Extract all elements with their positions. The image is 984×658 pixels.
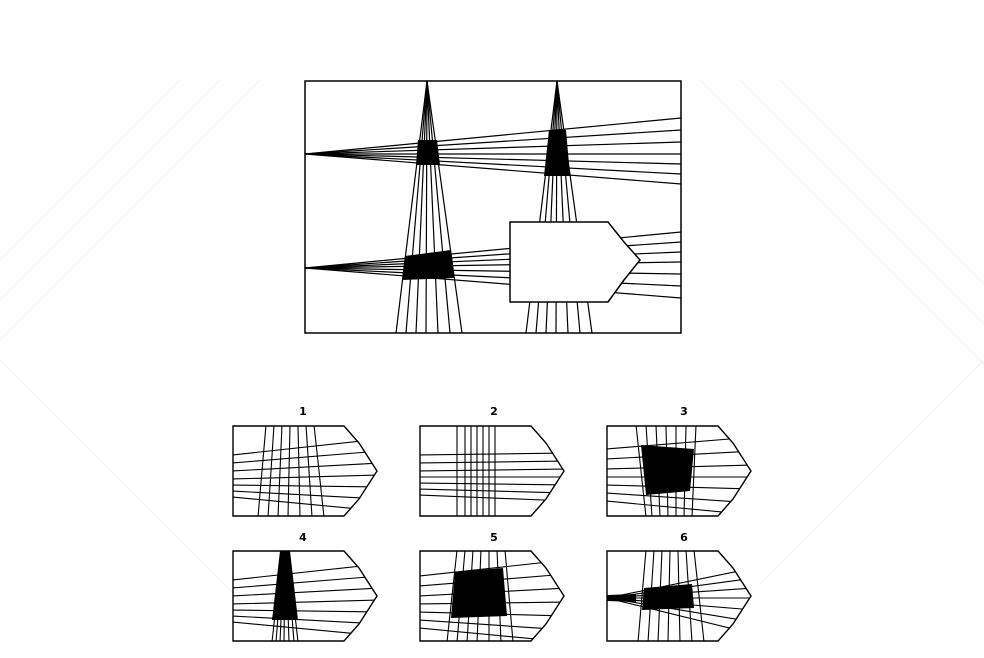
beam-left-vertical bbox=[395, 80, 463, 334]
hidden-region-mask bbox=[509, 221, 641, 303]
option-label-6: 6 bbox=[680, 531, 688, 544]
option-label-5: 5 bbox=[490, 531, 498, 544]
beam-lower-horizontal bbox=[304, 231, 682, 299]
option-6[interactable] bbox=[606, 550, 754, 642]
option-label-2: 2 bbox=[490, 405, 498, 418]
option-label-3: 3 bbox=[680, 405, 688, 418]
puzzle-figure bbox=[304, 80, 682, 334]
overlap-fill-top-left bbox=[416, 140, 440, 165]
option-5[interactable] bbox=[419, 550, 567, 642]
option-label-4: 4 bbox=[299, 531, 307, 544]
option-1[interactable] bbox=[232, 425, 380, 517]
option-4[interactable] bbox=[232, 550, 380, 642]
overlap-fill-bottom-left bbox=[402, 250, 454, 280]
option-3[interactable] bbox=[606, 425, 754, 517]
option-2[interactable] bbox=[419, 425, 567, 517]
beam-upper-horizontal bbox=[304, 117, 682, 185]
option-label-1: 1 bbox=[299, 405, 307, 418]
overlap-fill-top-right bbox=[544, 130, 570, 176]
